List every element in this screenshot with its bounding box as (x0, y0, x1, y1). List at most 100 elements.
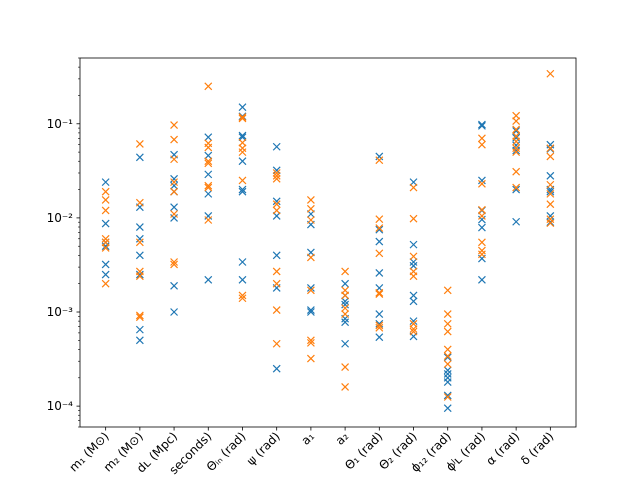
point-series-2-cat-4-8 (204, 216, 213, 224)
point-series-2-cat-8-4 (341, 304, 350, 313)
point-series-2-cat-6-4 (272, 200, 281, 209)
point-series-1-cat-2-6 (135, 270, 144, 279)
x-tick-label: α (rad) (483, 429, 522, 468)
plot-frame (79, 57, 577, 428)
point-series-2-cat-8-1 (341, 267, 350, 276)
point-series-2-cat-4-7 (204, 183, 213, 192)
point-series-2-cat-12-5 (478, 211, 486, 220)
point-series-2-cat-5-3 (238, 138, 247, 147)
point-series-2-cat-8-7 (341, 382, 350, 391)
point-series-1-cat-8-1 (341, 279, 350, 288)
point-series-2-cat-4-6 (204, 181, 213, 190)
point-series-2-cat-14-6 (546, 200, 555, 209)
point-series-2-cat-6-2 (272, 171, 281, 180)
point-series-2-cat-6-7 (272, 279, 281, 288)
point-series-2-cat-6-5 (272, 206, 281, 215)
point-series-1-cat-6-7 (272, 364, 281, 373)
point-series-2-cat-6-3 (272, 174, 281, 183)
point-series-2-cat-10-8 (409, 327, 418, 336)
point-series-2-cat-14-8 (546, 219, 555, 228)
point-series-1-cat-1-2 (101, 219, 110, 228)
point-series-2-cat-8-5 (341, 310, 350, 319)
point-series-2-cat-1-3 (101, 206, 110, 215)
point-series-2-cat-3-4 (170, 178, 178, 187)
point-series-2-cat-11-3 (443, 319, 452, 328)
point-series-2-cat-9-1 (375, 215, 384, 224)
point-series-2-cat-5-6 (238, 176, 247, 185)
point-series-2-cat-14-5 (546, 189, 555, 198)
point-series-1-cat-3-3 (170, 181, 178, 190)
point-series-1-cat-3-7 (170, 281, 178, 290)
point-series-1-cat-9-3 (375, 237, 384, 246)
point-series-1-cat-2-7 (135, 325, 144, 334)
point-series-2-cat-2-1 (135, 140, 144, 148)
point-series-2-cat-13-2 (512, 117, 521, 125)
point-series-1-cat-12-2 (478, 121, 486, 130)
point-series-2-cat-1-4 (101, 234, 110, 243)
point-series-1-cat-2-3 (135, 223, 144, 231)
point-series-1-cat-10-7 (409, 317, 418, 326)
data-marks (101, 69, 555, 413)
point-series-2-cat-1-6 (101, 243, 110, 252)
point-series-1-cat-8-7 (341, 339, 350, 348)
point-series-1-cat-9-2 (375, 225, 384, 234)
point-series-2-cat-13-8 (512, 167, 521, 176)
point-series-2-cat-12-2 (478, 140, 486, 149)
point-series-2-cat-4-3 (204, 143, 213, 152)
point-series-2-cat-12-6 (478, 238, 486, 247)
point-series-2-cat-7-6 (306, 336, 315, 345)
point-series-2-cat-8-3 (341, 291, 350, 300)
point-series-1-cat-3-5 (170, 203, 178, 212)
x-axis: m₁ (M⊙)m₂ (M⊙)dʟ (Mpc)seconds)Θᵢₙ (rad)ψ… (66, 427, 556, 477)
point-series-1-cat-5-6 (238, 185, 247, 194)
point-series-2-cat-11-1 (443, 286, 452, 295)
point-series-2-cat-10-2 (409, 214, 418, 223)
point-series-1-cat-4-2 (204, 151, 213, 160)
point-series-2-cat-13-9 (512, 183, 521, 192)
point-series-2-cat-2-3 (135, 238, 144, 247)
point-series-2-cat-6-1 (272, 169, 281, 177)
point-series-2-cat-3-6 (170, 210, 178, 218)
point-series-1-cat-9-8 (375, 333, 384, 342)
point-series-1-cat-1-6 (101, 270, 110, 279)
point-series-1-cat-11-7 (443, 404, 452, 413)
point-series-1-cat-2-4 (135, 234, 144, 243)
point-series-1-cat-14-5 (546, 187, 555, 196)
point-series-1-cat-2-1 (135, 153, 144, 162)
point-series-2-cat-10-1 (409, 183, 418, 192)
point-series-2-cat-3-2 (170, 135, 178, 144)
point-series-2-cat-1-7 (101, 279, 110, 288)
point-series-1-cat-11-5 (443, 378, 452, 387)
point-series-2-cat-11-4 (443, 327, 452, 336)
point-series-2-cat-7-2 (306, 204, 315, 213)
point-series-2-cat-9-2 (375, 224, 384, 232)
point-series-2-cat-3-5 (170, 187, 178, 196)
point-series-2-cat-14-3 (546, 152, 555, 161)
point-series-1-cat-10-5 (409, 291, 418, 300)
y-tick-label: 10⁻⁴ (47, 399, 74, 413)
point-series-1-cat-4-4 (204, 189, 213, 198)
point-series-2-cat-2-2 (135, 198, 144, 207)
point-series-1-cat-4-3 (204, 170, 213, 179)
point-series-1-cat-3-2 (170, 174, 178, 183)
point-series-1-cat-12-3 (478, 176, 486, 185)
point-series-2-cat-14-1 (546, 69, 555, 78)
point-series-2-cat-9-4 (375, 288, 384, 297)
point-series-1-cat-5-3 (238, 131, 247, 140)
point-series-1-cat-5-1 (238, 103, 247, 112)
point-series-2-cat-3-3 (170, 155, 178, 164)
point-series-2-cat-3-7 (170, 258, 178, 266)
point-series-2-cat-14-4 (546, 180, 555, 189)
point-series-1-cat-7-5 (306, 306, 315, 314)
point-series-2-cat-13-3 (512, 125, 521, 134)
point-series-1-cat-11-1 (443, 353, 452, 362)
point-series-1-cat-8-4 (341, 300, 350, 309)
point-series-1-cat-4-6 (204, 275, 213, 284)
point-series-1-cat-14-6 (546, 211, 555, 220)
point-series-2-cat-12-3 (478, 179, 486, 188)
point-series-2-cat-3-8 (170, 260, 178, 269)
point-series-1-cat-3-6 (170, 213, 178, 222)
point-series-1-cat-7-6 (306, 308, 315, 316)
point-series-2-cat-5-1 (238, 113, 247, 121)
point-series-1-cat-5-5 (238, 157, 247, 166)
